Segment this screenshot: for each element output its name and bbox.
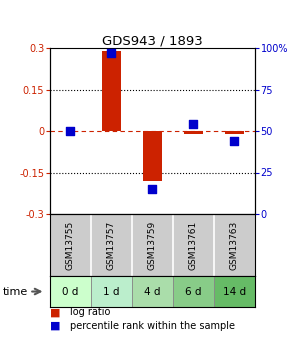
- Point: [232, 138, 237, 144]
- Text: time: time: [3, 287, 28, 296]
- Bar: [143, 131, 162, 181]
- Bar: [225, 131, 244, 134]
- Text: 6 d: 6 d: [185, 287, 202, 296]
- Bar: [91, 276, 132, 307]
- Text: ■: ■: [50, 307, 60, 317]
- Text: 1 d: 1 d: [103, 287, 120, 296]
- Point: [191, 122, 196, 127]
- Text: 0 d: 0 d: [62, 287, 79, 296]
- Text: 4 d: 4 d: [144, 287, 161, 296]
- Bar: [50, 276, 91, 307]
- Point: [68, 128, 73, 134]
- Text: GSM13761: GSM13761: [189, 220, 198, 269]
- Text: GSM13759: GSM13759: [148, 220, 157, 269]
- Bar: [214, 276, 255, 307]
- Bar: [173, 276, 214, 307]
- Title: GDS943 / 1893: GDS943 / 1893: [102, 34, 203, 47]
- Text: GSM13763: GSM13763: [230, 220, 239, 269]
- Text: 14 d: 14 d: [223, 287, 246, 296]
- Text: GSM13757: GSM13757: [107, 220, 116, 269]
- Text: log ratio: log ratio: [70, 307, 111, 317]
- Bar: [132, 276, 173, 307]
- Point: [150, 186, 155, 192]
- Point: [109, 50, 114, 56]
- Text: ■: ■: [50, 321, 60, 331]
- Bar: [184, 131, 203, 134]
- Bar: [102, 51, 121, 131]
- Text: percentile rank within the sample: percentile rank within the sample: [70, 321, 235, 331]
- Text: GSM13755: GSM13755: [66, 220, 75, 269]
